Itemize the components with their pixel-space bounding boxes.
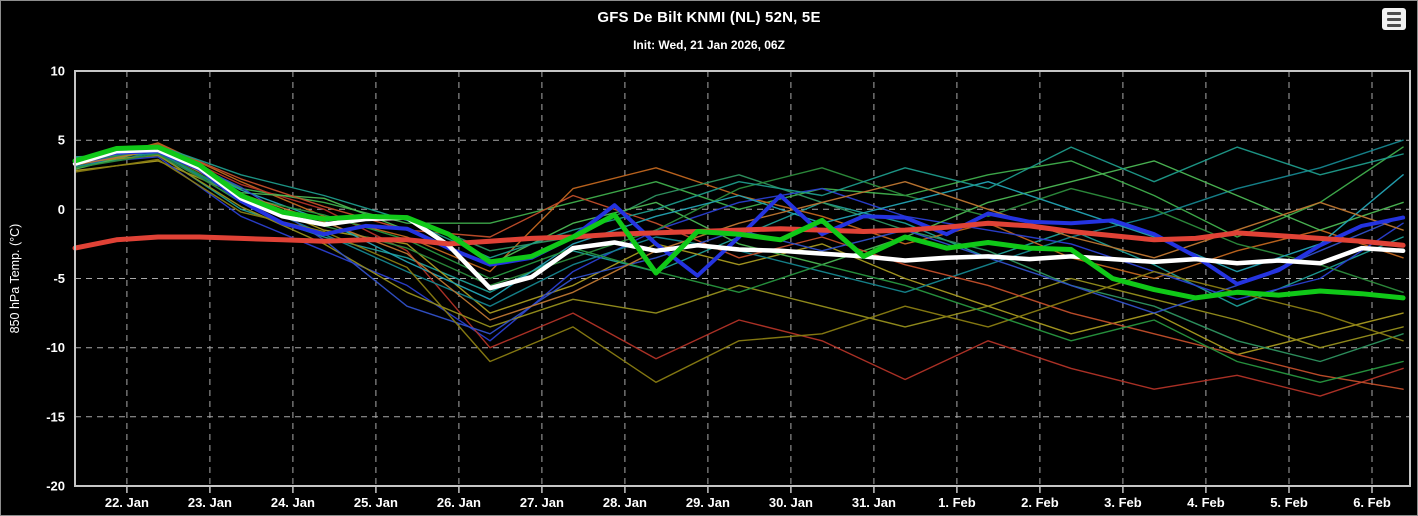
chart-subtitle: Init: Wed, 21 Jan 2026, 06Z [633, 38, 785, 52]
ensemble-member-line [74, 147, 1404, 266]
y-axis-title: 850 hPa Temp. (°C) [8, 224, 22, 334]
x-tick-label: 31. Jan [852, 495, 896, 510]
ensemble-member-line [74, 150, 1404, 383]
ensemble-member-line [74, 158, 1404, 383]
x-tick-label: 2. Feb [1021, 495, 1059, 510]
ensemble-member-line [74, 144, 1404, 259]
ensemble-member-line [74, 144, 1404, 397]
y-tick-label: 5 [58, 133, 65, 148]
x-tick-label: 27. Jan [520, 495, 564, 510]
y-tick-label: -20 [46, 479, 65, 494]
x-tick-label: 30. Jan [769, 495, 813, 510]
x-tick-label: 23. Jan [188, 495, 232, 510]
chart-title: GFS De Bilt KNMI (NL) 52N, 5E [597, 9, 821, 26]
x-tick-label: 29. Jan [686, 495, 730, 510]
y-tick-label: 0 [58, 202, 65, 217]
y-tick-label: -15 [46, 409, 65, 424]
control-run-line [72, 144, 1406, 301]
hamburger-menu-icon [1387, 17, 1401, 21]
hamburger-menu-icon [1387, 11, 1401, 15]
x-tick-label: 4. Feb [1187, 495, 1225, 510]
x-tick-label: 3. Feb [1104, 495, 1142, 510]
x-tick-label: 26. Jan [437, 495, 481, 510]
y-tick-label: 10 [51, 64, 65, 79]
x-tick-label: 24. Jan [271, 495, 315, 510]
y-tick-label: -10 [46, 340, 65, 355]
ensemble-member-line [74, 154, 1404, 349]
ensemble-member-line [74, 143, 1404, 390]
x-tick-label: 1. Feb [938, 495, 976, 510]
x-tick-label: 28. Jan [603, 495, 647, 510]
x-tick-label: 5. Feb [1270, 495, 1308, 510]
plot-frame [74, 70, 1411, 487]
x-tick-label: 22. Jan [105, 495, 149, 510]
y-tick-label: -5 [53, 271, 65, 286]
hamburger-menu-icon [1387, 23, 1401, 27]
operational-run-line [72, 147, 1406, 291]
x-tick-label: 25. Jan [354, 495, 398, 510]
x-tick-label: 6. Feb [1353, 495, 1391, 510]
climate-mean-line [72, 220, 1406, 251]
chart-context-menu-button[interactable] [1382, 8, 1406, 30]
secondary-run-line [73, 149, 1406, 286]
